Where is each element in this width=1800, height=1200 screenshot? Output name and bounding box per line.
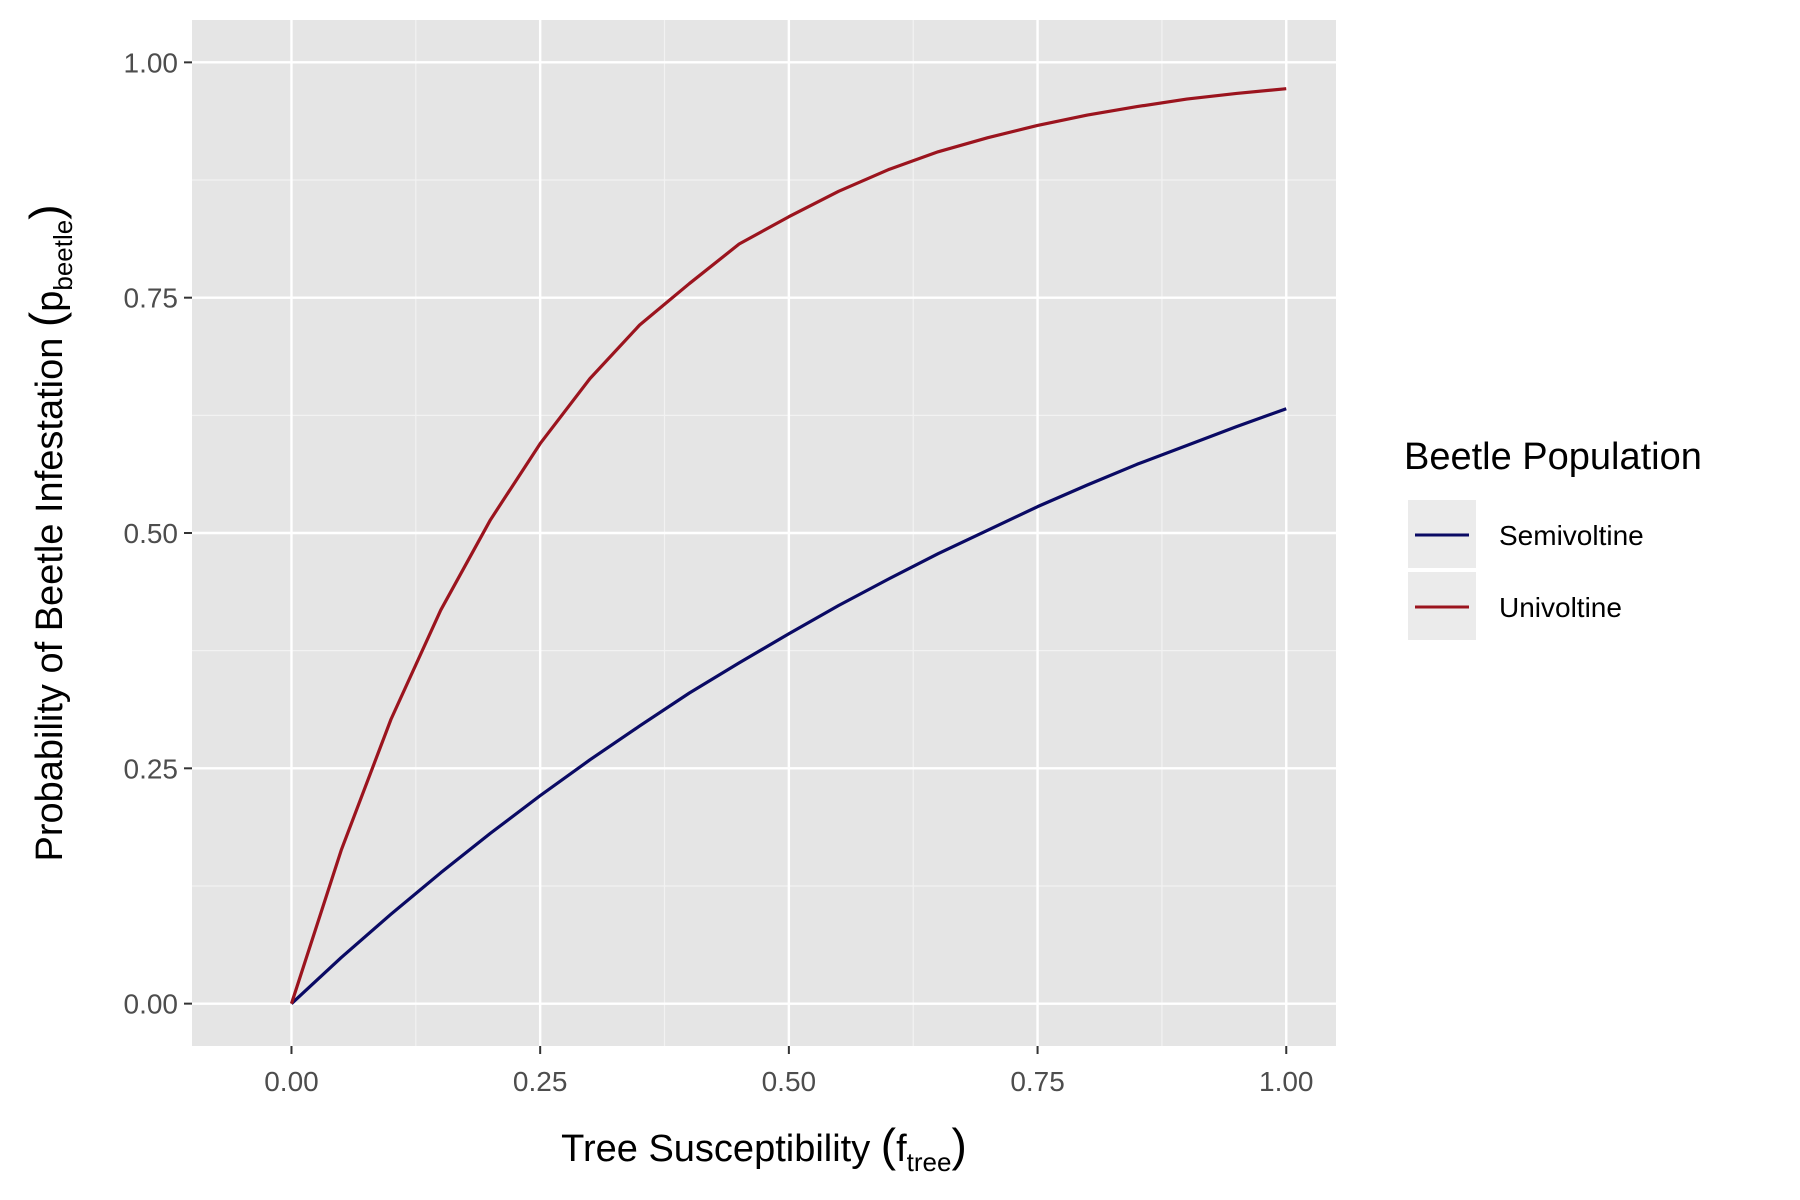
- series-line-univoltine: [289, 87, 1287, 1005]
- y-tick-label: 0.25: [124, 753, 179, 784]
- series-line-semivoltine: [290, 407, 1287, 1005]
- x-tick-label: 0.00: [264, 1066, 319, 1097]
- y-axis-title-main: Probability of Beetle Infestation: [29, 327, 71, 861]
- x-tick-label: 1.00: [1259, 1066, 1314, 1097]
- x-axis-title-symbol: f: [896, 1128, 907, 1170]
- x-tick-label: 0.50: [762, 1066, 817, 1097]
- legend-title: Beetle Population: [1404, 436, 1702, 478]
- x-axis-title-open-paren: (: [881, 1119, 897, 1171]
- y-tick-label: 0.00: [124, 989, 179, 1020]
- major-grid: [192, 20, 1336, 1046]
- y-axis-title-subscript: beetle: [48, 220, 78, 291]
- y-tick-label: 0.50: [124, 518, 179, 549]
- legend-label-univoltine: Univoltine: [1499, 592, 1622, 623]
- x-axis-title-subscript: tree: [907, 1147, 952, 1177]
- x-axis-title-main: Tree Susceptibility: [561, 1128, 881, 1170]
- series-layer: [289, 87, 1287, 1005]
- y-axis-title-close-paren: ): [20, 204, 72, 219]
- x-axis-title: Tree Susceptibility (ftree): [561, 1119, 967, 1177]
- x-tick-label: 0.25: [513, 1066, 568, 1097]
- y-axis-title-symbol: p: [29, 291, 71, 312]
- legend: Beetle Population Semivoltine Univoltine: [1404, 436, 1702, 640]
- x-axis-title-close-paren: ): [951, 1119, 966, 1171]
- y-tick-label: 1.00: [124, 47, 179, 78]
- y-axis-title-open-paren: (: [20, 311, 72, 327]
- axis-ticks: 0.00 0.25 0.50 0.75 1.00 0.00 0.25 0.50 0.75 1.00: [124, 47, 1314, 1097]
- x-tick-label: 0.75: [1010, 1066, 1065, 1097]
- y-axis-title: Probability of Beetle Infestation (pbeet…: [20, 204, 78, 861]
- y-tick-label: 0.75: [124, 283, 179, 314]
- legend-label-semivoltine: Semivoltine: [1499, 520, 1644, 551]
